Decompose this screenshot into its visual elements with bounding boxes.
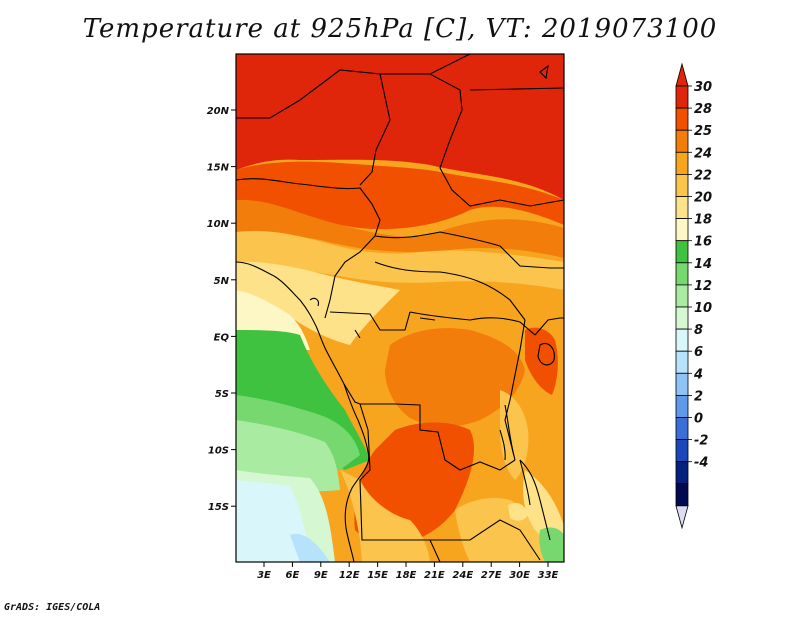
colorbar-segment — [675, 372, 689, 396]
colorbar-label: 18 — [694, 213, 712, 228]
colorbar-label: 25 — [694, 124, 712, 139]
map-title: Temperature at 925hPa [C], VT: 201907310… — [82, 14, 718, 44]
colorbar-label: 2 — [694, 389, 703, 404]
field-25-basin — [385, 328, 525, 427]
border-drc-east — [504, 319, 526, 461]
lon-label: 30E — [509, 570, 530, 581]
colorbar-segment — [675, 350, 689, 374]
colorbar-label: -2 — [694, 434, 708, 449]
country-borders — [236, 54, 564, 562]
colorbar-label: 8 — [694, 323, 703, 338]
border-niger-nigeria — [236, 178, 381, 237]
coastal-lakes — [309, 297, 436, 339]
colorbar-label: 6 — [694, 345, 703, 360]
colorbar-segment — [675, 306, 689, 330]
field-22-southeast — [455, 498, 564, 562]
colorbar-label: 22 — [694, 168, 712, 183]
lat-label: 15N — [207, 163, 230, 174]
field-20-lake — [508, 503, 528, 521]
border-zambia-zimbabwe — [430, 519, 541, 561]
lat-label: 10S — [208, 446, 229, 457]
lake-malawi — [519, 459, 531, 506]
colorbar-label: 0 — [694, 412, 703, 427]
colorbar-segment — [675, 439, 689, 463]
border-malawi — [519, 459, 551, 541]
field-14-mozambique — [539, 527, 564, 562]
colorbar-segment — [675, 218, 689, 242]
colorbar-label: 24 — [694, 146, 712, 161]
colorbar-label: 10 — [694, 301, 712, 316]
border-car-south — [374, 261, 526, 321]
longitude-axis: 3E 6E 9E 12E 15E 18E 21E 24E 27E 30E 33E — [257, 562, 559, 581]
border-nigeria-cameroon — [324, 235, 376, 319]
lake-tanganyika — [499, 404, 515, 461]
colorbar-label: 14 — [694, 257, 712, 272]
colorbar-segment — [675, 461, 689, 485]
lon-label: 33E — [538, 570, 559, 581]
lon-label: 21E — [424, 570, 445, 581]
border-gabon-congo — [329, 311, 411, 331]
colorbar-top-arrow — [675, 62, 689, 87]
field-6-atlantic — [290, 533, 330, 562]
lon-label: 3E — [257, 570, 271, 581]
lat-label: 15S — [208, 502, 229, 513]
colorbar-label: 20 — [694, 191, 712, 206]
colorbar-segment — [675, 483, 689, 507]
colorbar-segment — [675, 328, 689, 352]
field-28-sahel — [236, 161, 564, 230]
colorbar-label: 16 — [694, 235, 712, 250]
lat-label: 10N — [207, 219, 230, 230]
lon-label: 24E — [452, 570, 473, 581]
border-libya-egypt — [429, 54, 564, 91]
lat-label: EQ — [214, 332, 230, 343]
colorbar-label: 12 — [694, 279, 712, 294]
field-30-north — [236, 54, 564, 200]
colorbar-label: 4 — [693, 367, 703, 382]
colorbar-label: 30 — [694, 80, 712, 95]
colorbar-segment — [675, 129, 689, 153]
latitude-axis: 20N 15N 10N 5N EQ 5S 10S 15S — [207, 106, 236, 513]
border-drc-north — [409, 311, 536, 336]
island-feature — [539, 64, 549, 80]
lon-label: 6E — [286, 570, 300, 581]
colorbar-segment — [675, 262, 689, 286]
lat-label: 5N — [214, 276, 230, 287]
field-25-band — [236, 199, 564, 258]
colorbar-bottom-arrow — [675, 505, 689, 530]
colorbar-segment — [675, 107, 689, 131]
lon-label: 27E — [481, 570, 502, 581]
lon-label: 18E — [396, 570, 417, 581]
colorbar-segment — [675, 394, 689, 418]
footer-credit: GrADS: IGES/COLA — [4, 602, 101, 613]
temperature-field — [236, 54, 564, 562]
lon-label: 12E — [339, 570, 360, 581]
lon-label: 15E — [367, 570, 388, 581]
colorbar-segment — [675, 151, 689, 175]
lake-victoria — [537, 342, 555, 366]
border-angola-drc — [343, 383, 516, 471]
colorbar-label: -4 — [694, 456, 708, 471]
colorbar-segment — [675, 173, 689, 197]
field-22-band — [236, 230, 564, 290]
border-car-north — [374, 231, 564, 269]
colorbar-segment — [675, 284, 689, 308]
colorbar-segment — [675, 240, 689, 264]
colorbar-segment — [675, 196, 689, 220]
lat-label: 20N — [207, 106, 230, 117]
border-uganda-kenya — [534, 317, 564, 336]
lon-label: 9E — [314, 570, 328, 581]
lat-label: 5S — [215, 389, 229, 400]
map-frame — [235, 53, 565, 563]
border-chad-sudan — [380, 73, 564, 207]
colorbar-segment — [675, 417, 689, 441]
colorbar-segment — [675, 85, 689, 109]
colorbar-label: 28 — [694, 102, 712, 117]
